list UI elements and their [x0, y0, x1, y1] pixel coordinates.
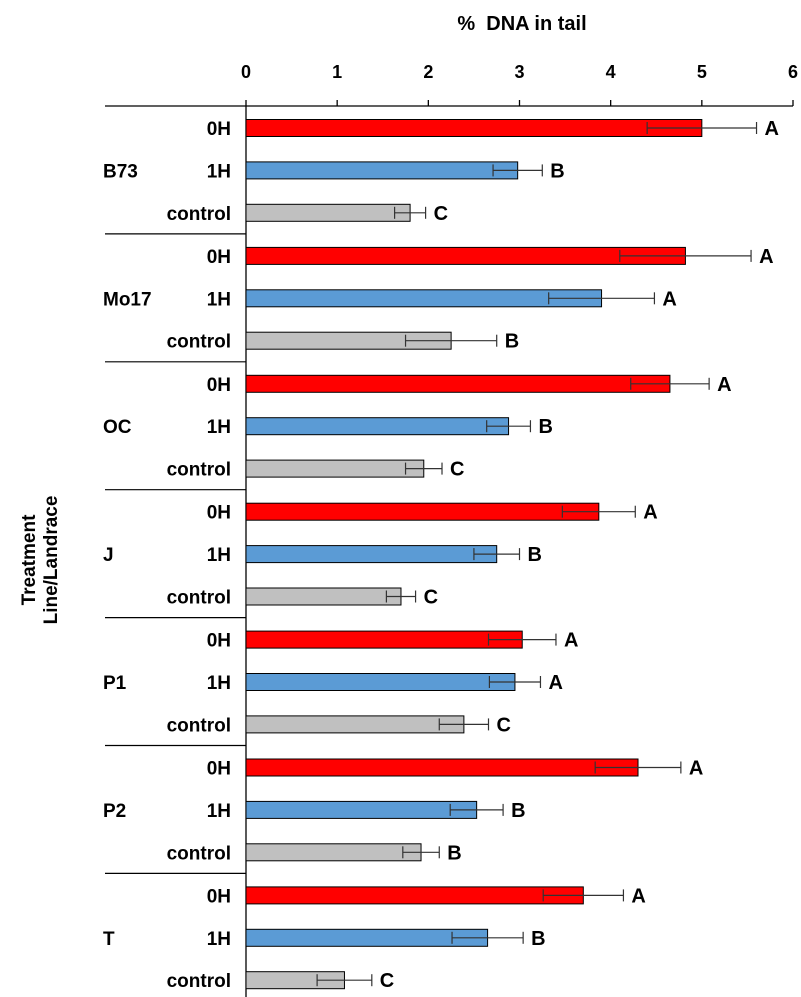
y-axis-label-line-1: Treatment	[19, 514, 40, 605]
group-label: Mo17	[103, 289, 152, 310]
treatment-label: 0H	[207, 503, 231, 524]
chart-title: % DNA in tail	[457, 13, 586, 35]
significance-letter: A	[765, 118, 779, 140]
x-axis-ticks: 0 1 2 3 4 5 6	[241, 62, 798, 106]
significance-letter: C	[434, 203, 448, 225]
significance-letter: A	[643, 502, 657, 524]
significance-letter: B	[447, 842, 461, 864]
bar	[245, 715, 465, 734]
treatment-label: 0H	[207, 247, 231, 268]
treatment-label: 1H	[207, 929, 231, 950]
treatment-label: 0H	[207, 631, 231, 652]
bar	[245, 502, 600, 521]
group-label: T	[103, 929, 115, 950]
bar	[245, 843, 422, 862]
treatment-label: 1H	[207, 289, 231, 310]
bar	[245, 673, 516, 691]
significance-letter: A	[548, 672, 562, 694]
significance-letter: B	[528, 544, 542, 566]
significance-letter: A	[759, 246, 773, 268]
treatment-label: control	[167, 715, 231, 736]
treatment-label: control	[167, 460, 231, 481]
treatment-label: 1H	[207, 673, 231, 694]
treatment-label: control	[167, 971, 231, 992]
treatment-label: control	[167, 204, 231, 225]
treatment-label: 0H	[207, 886, 231, 907]
treatment-label: 0H	[207, 375, 231, 396]
bar	[245, 886, 584, 905]
treatment-label: control	[167, 843, 231, 864]
bar	[245, 800, 478, 819]
significance-letter: A	[689, 758, 703, 780]
treatment-label: 1H	[207, 417, 231, 438]
bar	[245, 459, 425, 478]
bar	[245, 374, 671, 393]
significance-letter: A	[564, 630, 578, 652]
y-axis-label: Treatment Line/Landrace	[19, 496, 62, 625]
significance-letter: C	[497, 714, 511, 736]
significance-letter: B	[511, 800, 525, 822]
x-tick-label: 0	[241, 62, 251, 82]
significance-letter: A	[631, 885, 645, 907]
x-tick-label: 5	[697, 62, 707, 82]
group-label: OC	[103, 417, 132, 438]
significance-letter: C	[424, 587, 438, 609]
group-label: P1	[103, 673, 127, 694]
bar	[245, 203, 411, 222]
x-tick-label: 1	[332, 62, 342, 82]
treatment-label: 1H	[207, 161, 231, 182]
significance-letter: A	[662, 288, 676, 310]
bar	[245, 928, 489, 947]
treatment-label: 1H	[207, 801, 231, 822]
bar	[245, 630, 523, 649]
significance-letter: C	[380, 970, 394, 992]
treatment-label: 0H	[207, 759, 231, 780]
bar	[245, 119, 703, 137]
significance-letter: B	[531, 928, 545, 950]
bars	[245, 119, 758, 990]
group-label: J	[103, 545, 114, 566]
significance-letter: B	[550, 160, 564, 182]
treatment-label: control	[167, 588, 231, 609]
group-label: P2	[103, 801, 126, 822]
x-tick-label: 3	[514, 62, 524, 82]
treatment-label: 1H	[207, 545, 231, 566]
x-tick-label: 2	[423, 62, 433, 82]
significance-letter: C	[450, 459, 464, 481]
group-label: B73	[103, 161, 138, 182]
bar	[245, 758, 639, 777]
bar	[245, 161, 519, 180]
bar	[245, 545, 498, 564]
bar	[245, 587, 402, 606]
bar	[245, 417, 510, 436]
significance-letter: A	[717, 374, 731, 396]
y-axis-label-line-2: Line/Landrace	[41, 496, 62, 625]
x-tick-label: 6	[788, 62, 798, 82]
treatment-label: control	[167, 332, 231, 353]
treatment-label: 0H	[207, 119, 231, 140]
significance-letter: B	[538, 416, 552, 438]
x-tick-label: 4	[606, 62, 616, 82]
significance-letter: B	[505, 331, 519, 353]
